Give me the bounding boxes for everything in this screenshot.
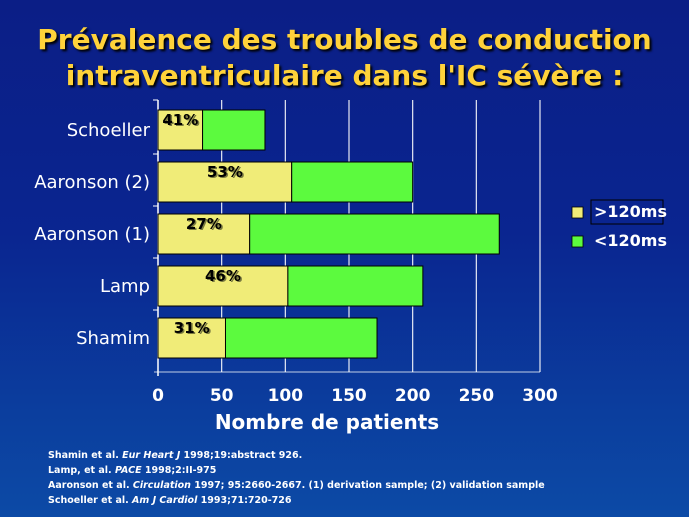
category-label: Lamp [100,276,150,297]
legend-swatch [571,206,584,219]
category-label: Aaronson (2) [34,172,150,193]
x-tick-label: 150 [331,386,367,406]
bar-label: 41% [162,111,198,129]
legend-label: <120ms [594,231,667,250]
bar-segment [157,317,226,359]
category-label: Shamim [76,328,150,349]
bar-label: 46% [205,267,241,285]
bar-segment [202,109,266,151]
title-line-2: intraventriculaire dans l'IC sévère : [65,59,624,92]
bar-segment [157,265,289,307]
references: Shamin et al. Eur Heart J 1998;19:abstra… [48,448,545,508]
bar-label: 53% [207,163,243,181]
bar-segment [157,161,293,203]
bar-segment [249,213,500,255]
bar-segment [157,213,251,255]
bar-label-shadow: 41% [164,112,200,130]
reference-line: Aaronson et al. Circulation 1997; 95:266… [48,480,545,491]
x-tick-label: 50 [210,386,234,406]
category-label: Schoeller [67,120,151,141]
x-axis-title: Nombre de patients [215,410,439,434]
reference-line: Lamp, et al. PACE 1998;2:II-975 [48,465,217,476]
x-tick-label: 100 [268,386,304,406]
bar-label: 31% [174,319,210,337]
x-tick-label: 250 [459,386,495,406]
reference-line: Schoeller et al. Am J Cardiol 1993;71:72… [48,495,292,506]
category-label: Aaronson (1) [34,224,150,245]
bar-segment [287,265,424,307]
reference-line: Shamin et al. Eur Heart J 1998;19:abstra… [48,450,303,461]
bar-segment [291,161,414,203]
bar-label-shadow: 53% [208,164,244,182]
x-tick-label: 300 [522,386,558,406]
bar-segment [157,109,204,151]
bar-label-shadow: 27% [187,216,223,234]
bar-label-shadow: 46% [206,268,242,286]
x-tick-label: 200 [395,386,431,406]
legend-label: >120ms [594,202,667,221]
slide-title: Prévalence des troubles de conduction in… [0,22,689,94]
bar-label: 27% [186,215,222,233]
legend-highlight-box [590,199,664,225]
legend-swatch [571,235,584,248]
bar-label-shadow: 31% [175,320,211,338]
x-tick-label: 0 [152,386,164,406]
title-line-1: Prévalence des troubles de conduction [37,23,652,56]
bar-segment [224,317,378,359]
